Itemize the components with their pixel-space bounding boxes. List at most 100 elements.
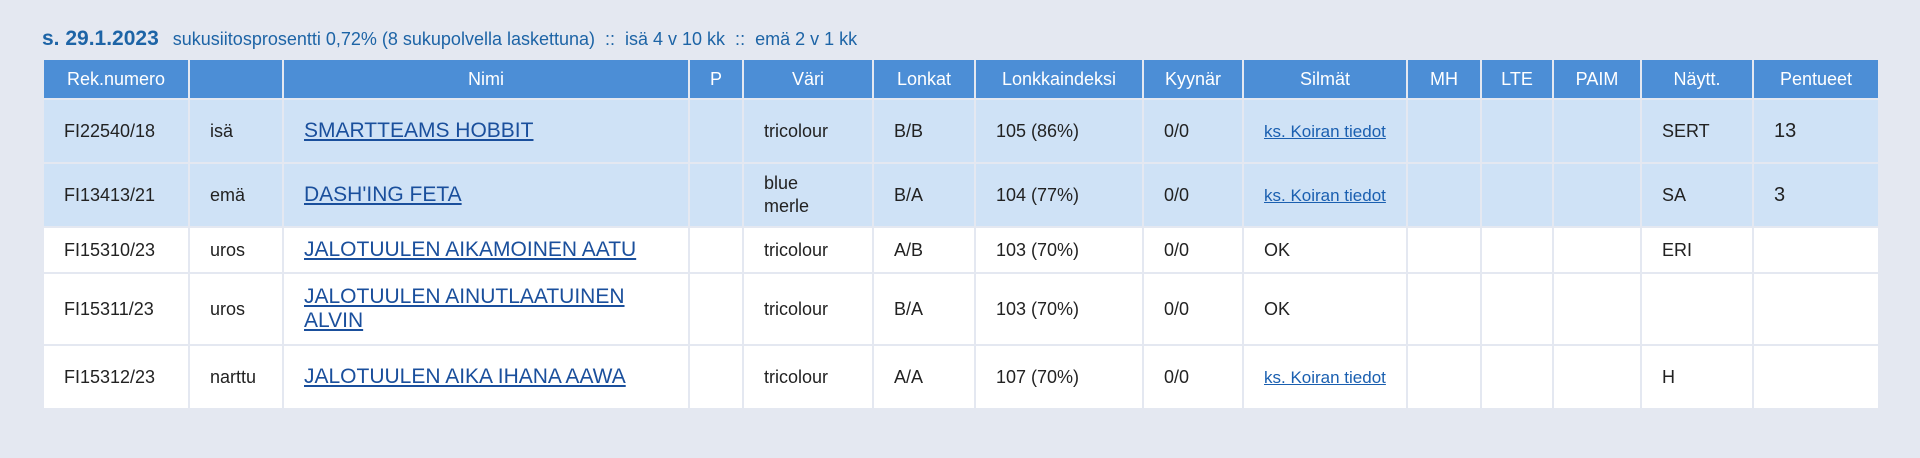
cell-mh (1406, 226, 1482, 274)
header-rek: Rek.numero (42, 58, 190, 100)
header-name: Nimi (282, 58, 690, 100)
cell-hip-index: 103 (70%) (974, 226, 1144, 274)
cell-hips: A/A (872, 344, 976, 410)
dog-name-link[interactable]: JALOTUULEN AIKA IHANA AAWA (304, 365, 626, 388)
cell-lte (1480, 162, 1554, 228)
cell-show: H (1640, 344, 1754, 410)
eyes-info-link[interactable]: ks. Koiran tiedot (1264, 185, 1386, 205)
dog-name-link[interactable]: JALOTUULEN AIKAMOINEN AATU (304, 238, 637, 261)
header-p: P (688, 58, 744, 100)
header-color: Väri (742, 58, 874, 100)
litter-info-line: s. 29.1.2023 sukusiitosprosentti 0,72% (8… (42, 22, 1878, 56)
cell-p (688, 226, 744, 274)
cell-lte (1480, 272, 1554, 346)
table-header-row: Rek.numero Nimi P Väri Lonkat Lonkkainde… (42, 58, 1880, 100)
cell-hip-index: 103 (70%) (974, 272, 1144, 346)
table-row-dam: FI13413/21 emä DASH'ING FETA blue merle … (42, 162, 1880, 228)
cell-mh (1406, 162, 1482, 228)
eyes-info-link[interactable]: ks. Koiran tiedot (1264, 121, 1386, 141)
cell-color: blue merle (742, 162, 874, 228)
cell-lte (1480, 226, 1554, 274)
header-lte: LTE (1480, 58, 1554, 100)
cell-mh (1406, 344, 1482, 410)
header-hip-index: Lonkkaindeksi (974, 58, 1144, 100)
cell-show: SERT (1640, 98, 1754, 164)
cell-role: uros (188, 272, 284, 346)
cell-litters: 3 (1752, 162, 1880, 228)
cell-role: emä (188, 162, 284, 228)
cell-hips: B/A (872, 272, 976, 346)
cell-color: tricolour (742, 344, 874, 410)
dog-name-link[interactable]: JALOTUULEN AINUTLAATUINEN ALVIN (304, 285, 625, 332)
header-role (188, 58, 284, 100)
cell-litters (1752, 344, 1880, 410)
cell-name: JALOTUULEN AIKAMOINEN AATU (282, 226, 690, 274)
birth-date: s. 29.1.2023 (42, 27, 159, 50)
cell-elbows: 0/0 (1142, 98, 1244, 164)
cell-hip-index: 107 (70%) (974, 344, 1144, 410)
cell-hip-index: 105 (86%) (974, 98, 1144, 164)
cell-mh (1406, 272, 1482, 346)
cell-color: tricolour (742, 226, 874, 274)
cell-hips: B/B (872, 98, 976, 164)
header-paim: PAIM (1552, 58, 1642, 100)
cell-p (688, 162, 744, 228)
cell-elbows: 0/0 (1142, 162, 1244, 228)
cell-eyes: ks. Koiran tiedot (1242, 344, 1408, 410)
cell-name: DASH'ING FETA (282, 162, 690, 228)
cell-rek: FI15311/23 (42, 272, 190, 346)
cell-role: narttu (188, 344, 284, 410)
cell-color: tricolour (742, 98, 874, 164)
cell-rek: FI15310/23 (42, 226, 190, 274)
cell-p (688, 272, 744, 346)
litter-info-panel: s. 29.1.2023 sukusiitosprosentti 0,72% (8… (42, 22, 1880, 410)
cell-hips: B/A (872, 162, 976, 228)
cell-hips: A/B (872, 226, 976, 274)
header-eyes: Silmät (1242, 58, 1408, 100)
header-mh: MH (1406, 58, 1482, 100)
cell-p (688, 344, 744, 410)
cell-rek: FI15312/23 (42, 344, 190, 410)
cell-litters (1752, 272, 1880, 346)
eyes-info-link[interactable]: ks. Koiran tiedot (1264, 367, 1386, 387)
cell-elbows: 0/0 (1142, 226, 1244, 274)
cell-hip-index: 104 (77%) (974, 162, 1144, 228)
cell-p (688, 98, 744, 164)
header-elbows: Kyynär (1142, 58, 1244, 100)
cell-eyes: OK (1242, 272, 1408, 346)
cell-paim (1552, 226, 1642, 274)
cell-name: SMARTTEAMS HOBBIT (282, 98, 690, 164)
cell-rek: FI13413/21 (42, 162, 190, 228)
cell-eyes: OK (1242, 226, 1408, 274)
cell-paim (1552, 162, 1642, 228)
table-row-sire: FI22540/18 isä SMARTTEAMS HOBBIT tricolo… (42, 98, 1880, 164)
cell-litters: 13 (1752, 98, 1880, 164)
cell-paim (1552, 98, 1642, 164)
cell-role: isä (188, 98, 284, 164)
cell-elbows: 0/0 (1142, 344, 1244, 410)
cell-show: SA (1640, 162, 1754, 228)
cell-show: ERI (1640, 226, 1754, 274)
cell-lte (1480, 98, 1554, 164)
cell-mh (1406, 98, 1482, 164)
cell-color: tricolour (742, 272, 874, 346)
cell-rek: FI22540/18 (42, 98, 190, 164)
cell-paim (1552, 344, 1642, 410)
litter-details: sukusiitosprosentti 0,72% (8 sukupolvell… (172, 29, 858, 49)
header-show: Näytt. (1640, 58, 1754, 100)
cell-elbows: 0/0 (1142, 272, 1244, 346)
cell-litters (1752, 226, 1880, 274)
header-hips: Lonkat (872, 58, 976, 100)
cell-name: JALOTUULEN AINUTLAATUINEN ALVIN (282, 272, 690, 346)
cell-lte (1480, 344, 1554, 410)
dog-name-link[interactable]: SMARTTEAMS HOBBIT (304, 119, 534, 142)
litter-table: Rek.numero Nimi P Väri Lonkat Lonkkainde… (42, 58, 1880, 410)
header-litters: Pentueet (1752, 58, 1880, 100)
cell-eyes: ks. Koiran tiedot (1242, 162, 1408, 228)
cell-show (1640, 272, 1754, 346)
table-row-puppy: FI15312/23 narttu JALOTUULEN AIKA IHANA … (42, 344, 1880, 410)
cell-role: uros (188, 226, 284, 274)
color-text: blue merle (764, 173, 810, 216)
cell-paim (1552, 272, 1642, 346)
dog-name-link[interactable]: DASH'ING FETA (304, 183, 462, 206)
